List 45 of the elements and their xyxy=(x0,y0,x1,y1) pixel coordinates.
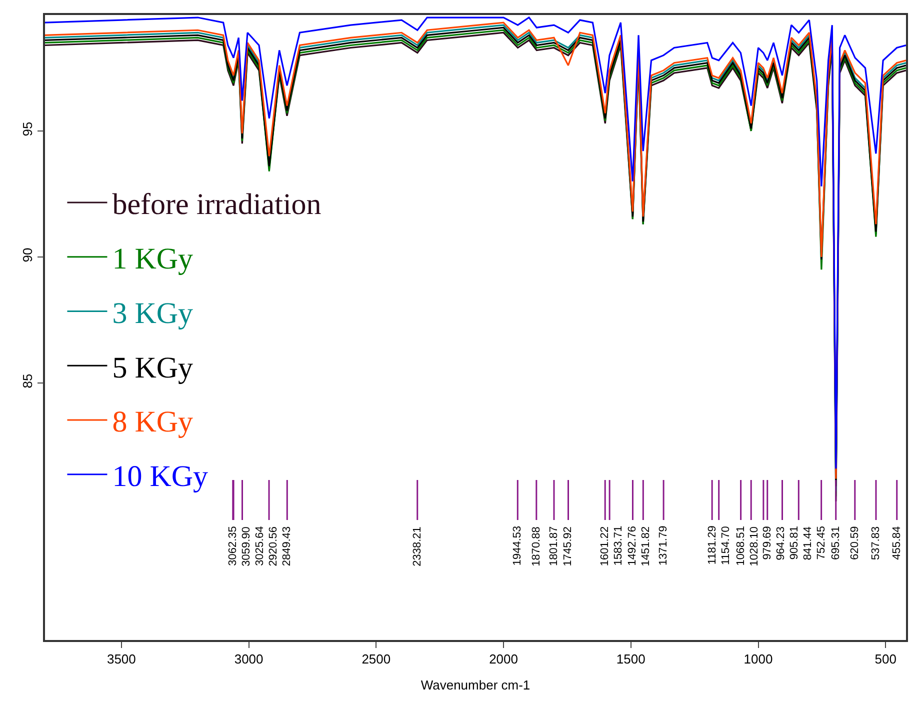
ref-line-label: 1451.82 xyxy=(640,526,652,566)
ref-line-label: 3025.64 xyxy=(254,526,266,566)
legend-label: 5 KGy xyxy=(112,351,194,384)
ref-line-label: 841.44 xyxy=(802,526,814,560)
ref-line-label: 752.45 xyxy=(816,526,828,560)
legend-label: 3 KGy xyxy=(112,296,194,330)
ref-line-label: 455.84 xyxy=(890,526,903,560)
ref-line-label: 964.23 xyxy=(775,526,788,560)
x-tick-label: 3500 xyxy=(106,651,136,666)
x-tick-label: 1500 xyxy=(616,651,646,666)
x-tick-label: 3000 xyxy=(234,651,264,666)
ref-line-label: 1601.22 xyxy=(599,526,612,566)
ref-line-label: 2338.21 xyxy=(411,526,424,566)
y-tick-label: 85 xyxy=(20,374,36,388)
ref-line-label: 3059.90 xyxy=(240,526,252,566)
ref-line-label: 1870.88 xyxy=(530,526,542,566)
ref-line-label: 1154.70 xyxy=(720,526,732,566)
legend-label: 10 KGy xyxy=(112,460,208,494)
ref-line-label: 1745.92 xyxy=(562,526,574,566)
legend-label: 8 KGy xyxy=(112,406,194,439)
legend-label: before irradiation xyxy=(112,188,322,222)
ref-line-label: 695.31 xyxy=(830,526,842,560)
ref-line-label: 1801.87 xyxy=(548,526,560,566)
ref-line-label: 905.81 xyxy=(788,526,801,560)
x-tick-label: 1000 xyxy=(744,651,773,666)
ref-line-label: 2920.56 xyxy=(267,526,280,566)
ref-line-label: 1028.10 xyxy=(748,526,760,566)
x-tick-label: 500 xyxy=(874,651,896,666)
x-tick-label: 2500 xyxy=(362,651,391,666)
y-tick-label: 95 xyxy=(20,122,36,136)
x-axis-title: Wavenumber cm-1 xyxy=(420,677,530,692)
legend-label: 1 KGy xyxy=(112,242,194,276)
x-tick-label: 2000 xyxy=(489,651,518,666)
ref-line-label: 1492.76 xyxy=(626,526,639,566)
y-tick-label: 90 xyxy=(20,248,36,262)
ref-line-label: 1068.51 xyxy=(734,526,747,566)
ref-line-label: 537.83 xyxy=(870,526,882,560)
ref-line-label: 2849.43 xyxy=(281,526,294,566)
ref-line-label: 3062.35 xyxy=(226,526,239,566)
ref-line-label: 1181.29 xyxy=(706,526,719,565)
ref-line-label: 1944.53 xyxy=(512,526,524,566)
ref-line-label: 1583.71 xyxy=(612,526,625,566)
ref-line-label: 1371.79 xyxy=(658,526,670,566)
ref-line-label: 979.69 xyxy=(762,526,774,560)
ref-line-label: 620.59 xyxy=(848,526,861,560)
